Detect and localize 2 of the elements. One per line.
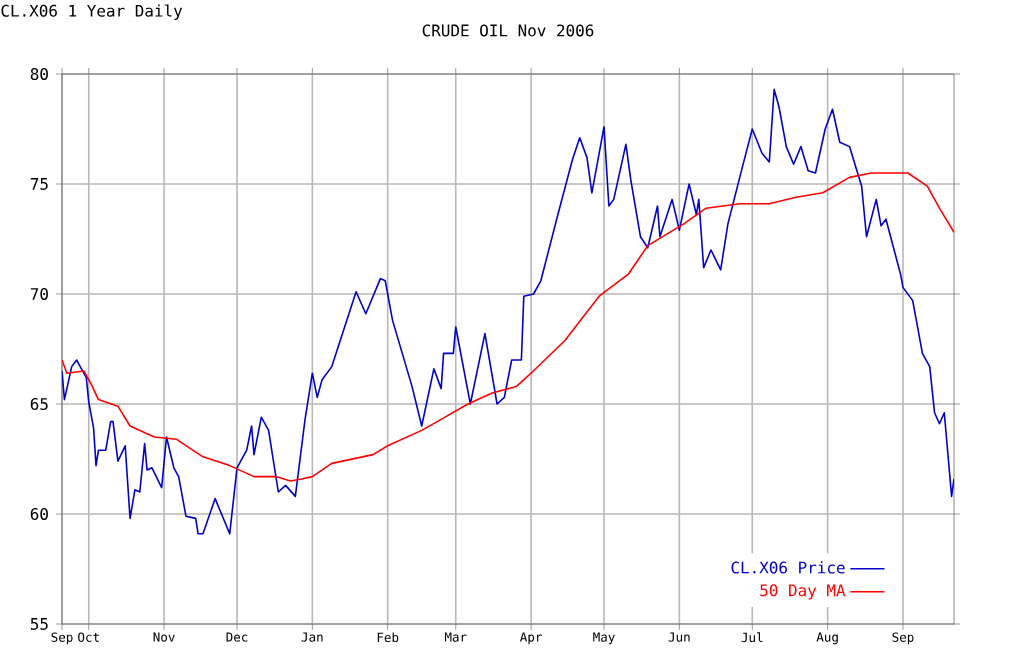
line-series (62, 88, 955, 535)
line-series (62, 172, 955, 482)
